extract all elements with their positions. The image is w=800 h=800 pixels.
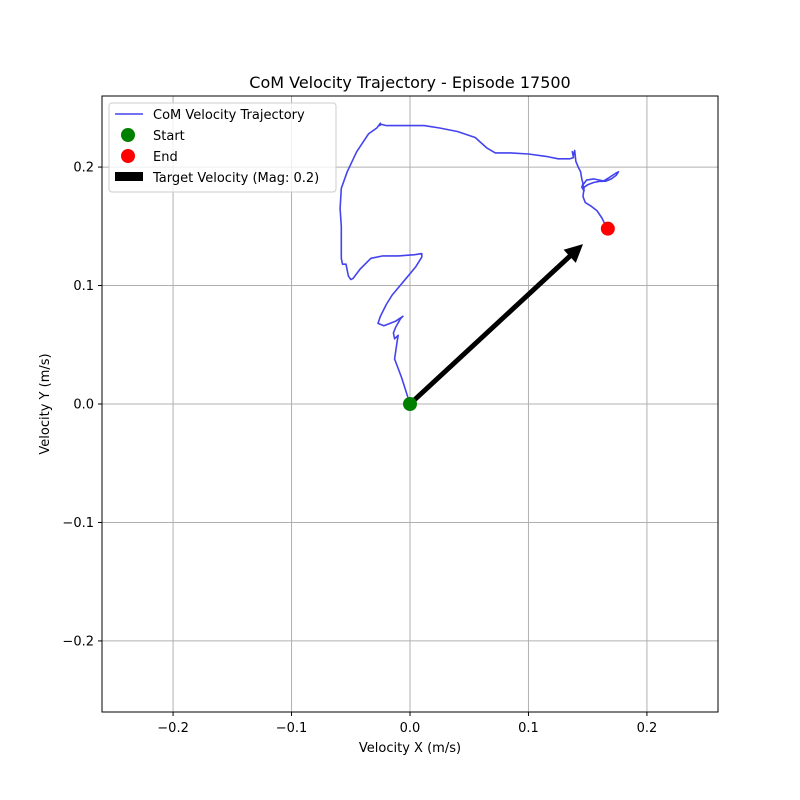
series-layer xyxy=(339,122,620,411)
x-axis-label: Velocity X (m/s) xyxy=(359,741,461,756)
legend-arrow-swatch xyxy=(115,172,143,181)
x-tick-label: 0.2 xyxy=(637,721,658,736)
legend-marker-start xyxy=(121,128,135,142)
chart-title: CoM Velocity Trajectory - Episode 17500 xyxy=(249,73,570,92)
target-velocity-arrow xyxy=(408,244,583,406)
y-tick-label: 0.2 xyxy=(73,161,94,176)
trajectory-line xyxy=(339,122,620,405)
y-tick-label: −0.1 xyxy=(62,516,94,531)
legend-label-target: Target Velocity (Mag: 0.2) xyxy=(152,171,319,186)
legend-label-end: End xyxy=(153,150,178,165)
y-tick-label: −0.2 xyxy=(62,634,94,649)
y-tick-label: 0.0 xyxy=(73,398,94,413)
legend-label-start: Start xyxy=(153,129,185,144)
legend: CoM Velocity Trajectory Start End Target… xyxy=(108,102,337,193)
x-tick-label: 0.0 xyxy=(400,721,421,736)
ticks: −0.2 −0.1 0.0 0.1 0.2 −0.2 −0.1 0.0 0.1 0.2 xyxy=(62,161,657,736)
legend-label-trajectory: CoM Velocity Trajectory xyxy=(153,108,305,123)
x-tick-label: −0.1 xyxy=(276,721,308,736)
x-tick-label: 0.1 xyxy=(518,721,539,736)
end-marker xyxy=(600,221,615,236)
start-marker xyxy=(403,397,417,411)
y-axis-label: Velocity Y (m/s) xyxy=(38,353,53,454)
x-tick-label: −0.2 xyxy=(157,721,189,736)
legend-box xyxy=(108,102,337,193)
y-tick-label: 0.1 xyxy=(73,279,94,294)
legend-marker-end xyxy=(121,149,135,163)
